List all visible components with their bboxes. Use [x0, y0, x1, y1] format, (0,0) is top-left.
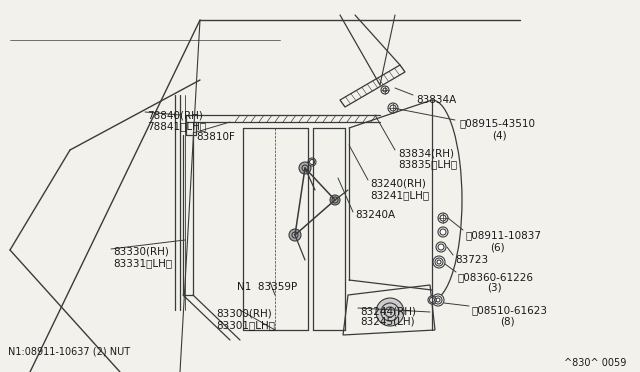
Circle shape	[436, 242, 446, 252]
Circle shape	[381, 86, 389, 94]
Text: 83245(LH): 83245(LH)	[360, 317, 415, 327]
Text: (8): (8)	[500, 316, 515, 326]
Circle shape	[299, 162, 311, 174]
Circle shape	[388, 103, 398, 113]
Circle shape	[432, 294, 444, 306]
Circle shape	[433, 256, 445, 268]
Text: 78840(RH): 78840(RH)	[147, 110, 203, 120]
Circle shape	[308, 158, 316, 166]
Text: Ⓝ08510-61623: Ⓝ08510-61623	[472, 305, 548, 315]
Text: Ⓥ08915-43510: Ⓥ08915-43510	[460, 118, 536, 128]
Circle shape	[438, 213, 448, 223]
Text: 83330(RH): 83330(RH)	[113, 247, 169, 257]
Text: N1  83359P: N1 83359P	[237, 282, 297, 292]
Text: ^830^ 0059: ^830^ 0059	[564, 358, 627, 368]
Text: 83834(RH): 83834(RH)	[398, 148, 454, 158]
Text: 83301〈LH〉: 83301〈LH〉	[216, 320, 275, 330]
Text: 83835〈LH〉: 83835〈LH〉	[398, 159, 457, 169]
Text: Ⓝ08360-61226: Ⓝ08360-61226	[458, 272, 534, 282]
Circle shape	[438, 227, 448, 237]
Text: 83834A: 83834A	[416, 95, 456, 105]
Circle shape	[289, 229, 301, 241]
Text: (4): (4)	[492, 131, 507, 141]
Text: 83240A: 83240A	[355, 210, 395, 220]
Text: 83723: 83723	[455, 255, 488, 265]
Text: Ⓠ08911-10837: Ⓠ08911-10837	[465, 230, 541, 240]
Text: 83810F: 83810F	[196, 132, 235, 142]
Circle shape	[376, 298, 404, 326]
Text: (6): (6)	[490, 242, 504, 252]
Text: 83241〈LH〉: 83241〈LH〉	[370, 190, 429, 200]
Text: 78841〈LH〉: 78841〈LH〉	[147, 121, 206, 131]
Circle shape	[330, 195, 340, 205]
Text: 83240(RH): 83240(RH)	[370, 179, 426, 189]
Text: 83331〈LH〉: 83331〈LH〉	[113, 258, 172, 268]
Text: 83244(RH): 83244(RH)	[360, 306, 416, 316]
Circle shape	[428, 296, 436, 304]
Text: (3): (3)	[487, 283, 502, 293]
Text: 83300(RH): 83300(RH)	[216, 309, 272, 319]
Text: N1:08911-10637 (2) NUT: N1:08911-10637 (2) NUT	[8, 346, 130, 356]
